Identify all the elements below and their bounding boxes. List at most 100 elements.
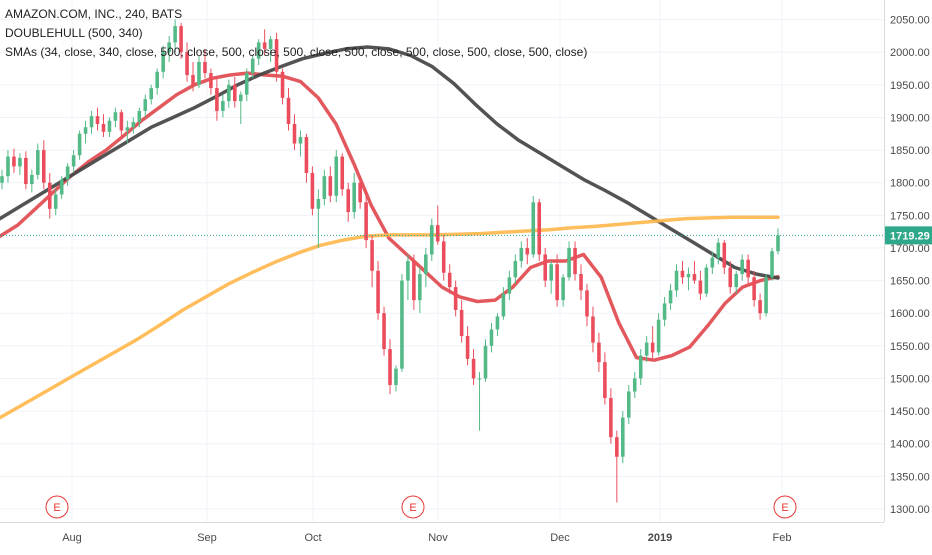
candle xyxy=(519,241,524,268)
candle xyxy=(250,55,255,79)
y-tick-label: 1850.00 xyxy=(890,145,930,157)
candle xyxy=(382,306,386,356)
candle-body xyxy=(746,259,750,278)
candle-body xyxy=(531,202,536,255)
candle xyxy=(364,189,368,248)
candle-body xyxy=(36,150,40,175)
y-tick-label: 1550.00 xyxy=(890,341,930,353)
candle xyxy=(310,166,315,216)
y-tick-label: 1800.00 xyxy=(890,178,930,190)
x-tick-label: 2019 xyxy=(648,532,672,544)
candle-body xyxy=(555,264,559,301)
candle xyxy=(483,339,488,382)
candle-body xyxy=(513,261,518,278)
candle xyxy=(680,261,685,284)
candle-body xyxy=(776,235,780,252)
candle-body xyxy=(30,174,34,185)
candle xyxy=(6,150,10,183)
candle xyxy=(501,287,506,320)
candle-body xyxy=(137,110,142,123)
candle-body xyxy=(459,309,464,337)
candle-body xyxy=(59,179,64,195)
candle-body xyxy=(728,267,733,288)
candle-body xyxy=(418,274,422,301)
sma-500-line xyxy=(0,215,780,420)
candle xyxy=(358,176,362,209)
candle-body xyxy=(304,137,309,173)
candle-body xyxy=(256,42,261,59)
candle-body xyxy=(376,270,380,314)
candle xyxy=(298,130,303,157)
candle-body xyxy=(656,319,661,353)
candle xyxy=(203,48,207,79)
candle-body xyxy=(722,242,727,268)
candle-body xyxy=(609,398,613,438)
earnings-marker-label: E xyxy=(781,502,788,514)
candle xyxy=(656,313,661,356)
candle-body xyxy=(644,342,649,356)
candle xyxy=(531,195,536,258)
candle-body xyxy=(221,101,225,111)
candle xyxy=(728,261,733,294)
y-tick-label: 1450.00 xyxy=(890,406,930,418)
x-tick-label: Oct xyxy=(304,532,321,544)
candle xyxy=(698,270,703,301)
candle xyxy=(197,55,201,89)
candle-body xyxy=(238,94,243,102)
y-tick-label: 1300.00 xyxy=(890,504,930,516)
candle xyxy=(650,326,655,359)
candle xyxy=(764,274,768,317)
y-tick-label: 2050.00 xyxy=(890,15,930,27)
candle xyxy=(638,349,643,385)
candle xyxy=(185,42,189,82)
candle xyxy=(615,430,619,503)
earnings-marker[interactable]: E xyxy=(45,495,69,519)
candle xyxy=(262,29,267,56)
candle-body xyxy=(495,316,500,330)
candle-body xyxy=(262,42,267,49)
candle-body xyxy=(203,61,207,74)
candle xyxy=(632,371,637,399)
candle-body xyxy=(322,176,327,200)
candle xyxy=(280,68,285,105)
candle xyxy=(412,254,416,310)
candle-body xyxy=(12,156,16,167)
candle xyxy=(256,39,261,66)
candle-body xyxy=(6,156,10,177)
candle-body xyxy=(388,349,392,385)
candle-body xyxy=(83,127,88,134)
candle-body xyxy=(507,277,512,294)
candle xyxy=(292,114,297,151)
candle-body xyxy=(483,345,488,379)
candle-body xyxy=(53,194,58,209)
candle-body xyxy=(758,300,762,314)
candle xyxy=(340,153,345,196)
candle xyxy=(716,238,721,265)
candle xyxy=(268,35,273,62)
grid-layer xyxy=(0,0,884,522)
candle xyxy=(83,120,88,144)
candle-body xyxy=(233,84,237,102)
candle-body xyxy=(692,274,697,281)
candle xyxy=(603,352,607,405)
candle xyxy=(549,261,553,294)
y-tick-label: 1400.00 xyxy=(890,439,930,451)
candle xyxy=(352,172,356,219)
candle xyxy=(209,68,213,95)
candle xyxy=(471,349,476,385)
candle xyxy=(465,326,470,366)
candle xyxy=(722,240,727,275)
last-price-label[interactable]: 1719.29 xyxy=(890,230,930,242)
candle xyxy=(89,110,94,134)
candle-body xyxy=(680,270,685,278)
candle-body xyxy=(585,290,589,317)
earnings-marker[interactable]: E xyxy=(401,495,425,519)
earnings-marker[interactable]: E xyxy=(773,495,797,519)
candle xyxy=(734,270,739,294)
sma-34-line xyxy=(0,71,780,362)
candle xyxy=(770,247,774,281)
candle-body xyxy=(549,264,553,281)
candle xyxy=(561,274,565,307)
